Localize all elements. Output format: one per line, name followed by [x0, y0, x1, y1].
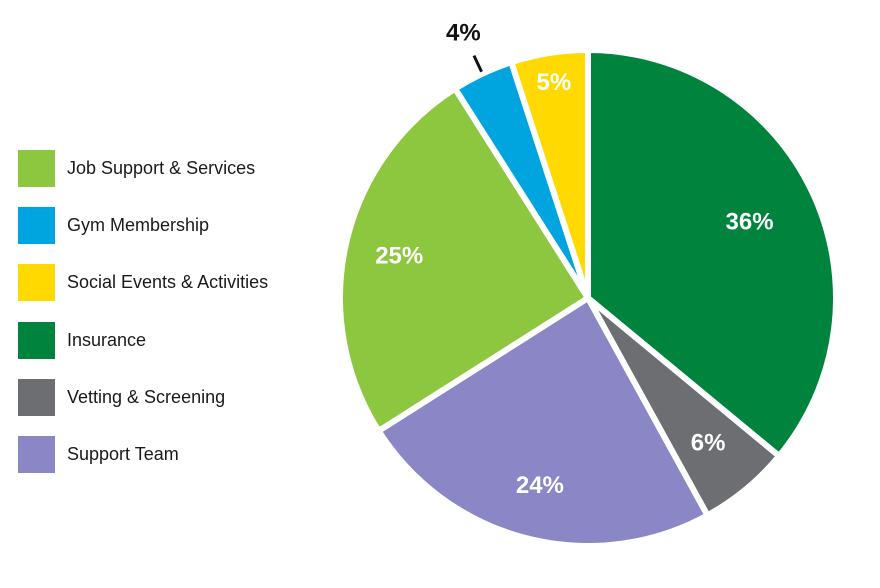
legend-swatch — [18, 264, 55, 301]
legend-label: Support Team — [67, 444, 179, 464]
legend-label: Vetting & Screening — [67, 387, 226, 407]
legend-label: Gym Membership — [67, 215, 210, 235]
legend-label: Job Support & Services — [67, 158, 256, 178]
legend-item-social-events: Social Events & Activities — [18, 264, 268, 301]
data-label-gym-membership: 4% — [446, 20, 481, 47]
pie-slice-support-team — [374, 293, 712, 549]
data-label-support-team: 24% — [516, 472, 564, 499]
legend-item-job-support: Job Support & Services — [18, 150, 255, 187]
pie-slice-social-events-activities — [507, 46, 591, 299]
pie-slice-insurance — [585, 46, 839, 461]
legend-item-gym-membership: Gym Membership — [18, 207, 209, 244]
data-label-vetting-screening: 6% — [691, 430, 726, 457]
leader-line-gym-membership — [472, 55, 483, 73]
legend-item-vetting: Vetting & Screening — [18, 379, 225, 416]
pie-slice-job-support-services — [337, 84, 593, 436]
legend-item-support-team: Support Team — [18, 436, 179, 473]
legend-item-insurance: Insurance — [18, 322, 146, 359]
data-label-job-support-services: 25% — [375, 242, 423, 269]
data-label-social-events-activities: 5% — [537, 69, 572, 96]
legend-label: Insurance — [67, 330, 147, 350]
legend-swatch — [18, 150, 55, 187]
legend-swatch — [18, 379, 55, 416]
legend-swatch — [18, 436, 55, 473]
data-label-insurance: 36% — [726, 208, 774, 235]
legend-swatch — [18, 207, 55, 244]
legend-label: Social Events & Activities — [67, 272, 269, 292]
legend-swatch — [18, 322, 55, 359]
